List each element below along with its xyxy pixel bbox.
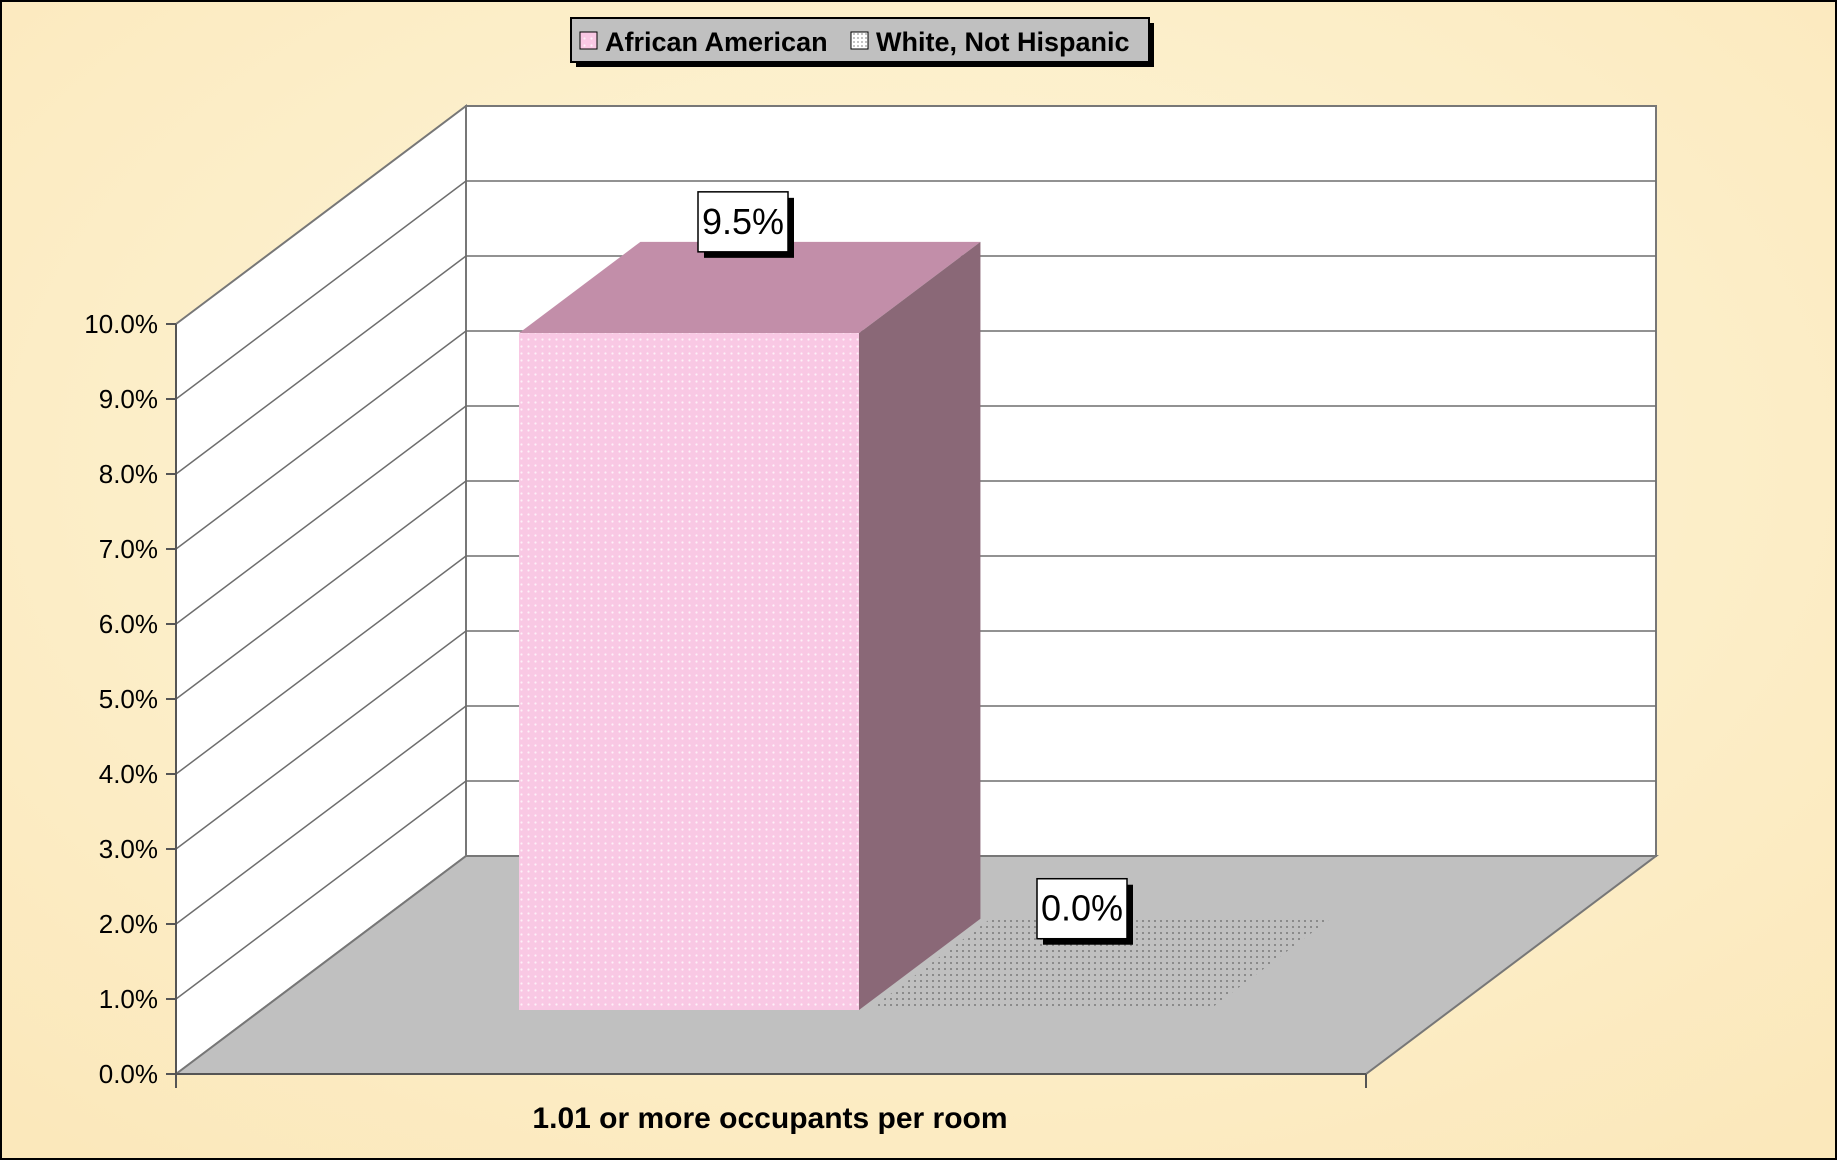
y-tick-label: 3.0%	[99, 834, 158, 864]
gridlines	[175, 180, 1656, 1000]
y-tick-label: 1.0%	[99, 984, 158, 1014]
y-tick-labels: 0.0% 1.0% 2.0% 3.0% 4.0% 5.0% 6.0% 7.0% 8.0% 9.0%…	[84, 309, 176, 1089]
legend-swatch-white-not-hispanic	[850, 31, 869, 50]
gridline	[175, 180, 1656, 400]
y-tick-label: 2.0%	[99, 909, 158, 939]
gridline	[175, 405, 1656, 625]
bar-front	[519, 333, 859, 1010]
y-tick-label: 4.0%	[99, 759, 158, 789]
y-tick-label: 10.0%	[84, 309, 158, 339]
bar-white-not-hispanic	[869, 918, 1331, 1010]
y-tick-label: 9.0%	[99, 384, 158, 414]
legend-label-african-american: African American	[605, 27, 828, 57]
gridline	[175, 705, 1656, 925]
gridline	[175, 630, 1656, 850]
y-tick-label: 8.0%	[99, 459, 158, 489]
y-tick-label: 0.0%	[99, 1059, 158, 1089]
category-label: 1.01 or more occupants per room	[532, 1102, 1007, 1135]
data-label-box	[697, 191, 789, 253]
bar-flat	[869, 918, 1331, 1010]
y-tick-label: 7.0%	[99, 534, 158, 564]
data-label: 0.0%	[1041, 888, 1123, 929]
data-label: 9.5%	[702, 201, 784, 242]
data-label-box	[1036, 877, 1128, 940]
legend: African American White, Not Hispanic	[570, 17, 1154, 67]
gridline	[175, 780, 1656, 1000]
legend-label-white-not-hispanic: White, Not Hispanic	[876, 27, 1130, 57]
bars	[519, 241, 1331, 1011]
bar-side	[859, 241, 981, 1011]
legend-swatch-african-american	[579, 31, 598, 50]
bar-african-american	[519, 241, 981, 1011]
gridline	[175, 480, 1656, 700]
gridline	[175, 330, 1656, 550]
data-labels: 9.5% 0.0%	[697, 191, 1133, 945]
y-tick-label: 5.0%	[99, 684, 158, 714]
gridline	[175, 555, 1656, 775]
bar-top	[519, 241, 981, 334]
gridline	[175, 255, 1656, 475]
y-tick-label: 6.0%	[99, 609, 158, 639]
